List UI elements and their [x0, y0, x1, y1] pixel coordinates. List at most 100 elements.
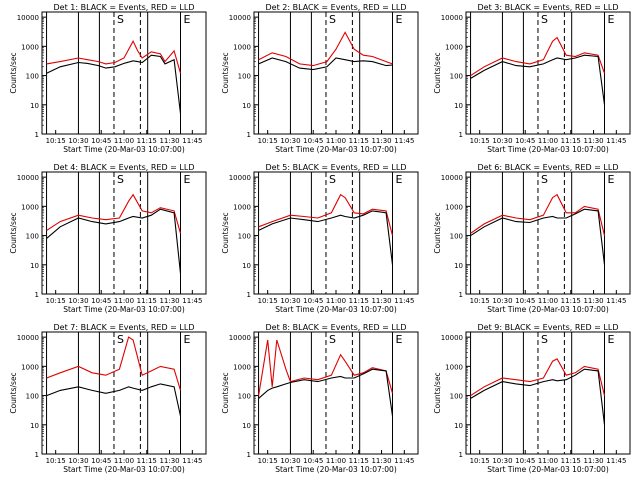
x-tick-label: 11:30: [583, 137, 603, 145]
y-tick-label: 10: [30, 422, 39, 430]
series-line-red: [470, 36, 606, 77]
interval-marker-label: E: [395, 173, 402, 186]
y-tick-label: 10: [454, 262, 463, 270]
x-tick-label: 10:15: [470, 297, 490, 305]
x-tick-label: 11:30: [583, 457, 603, 465]
y-tick-label: 100: [26, 233, 39, 241]
x-tick-label: 11:45: [394, 457, 414, 465]
y-tick-label: 10000: [441, 14, 463, 22]
x-tick-label: 11:30: [371, 297, 391, 305]
y-tick-label: 1: [459, 291, 463, 299]
chart-title: Det 8: BLACK = Events, RED = LLD: [266, 323, 407, 332]
series-line-black: [470, 208, 606, 265]
y-tick-label: 1: [247, 131, 251, 139]
chart-panel-5: Det 5: BLACK = Events, RED = LLD 1 10 100 10…: [221, 163, 419, 314]
x-axis-label: Start Time (20-Mar-03 10:07:00): [275, 465, 397, 474]
y-tick-label: 1000: [445, 43, 463, 51]
x-tick-label: 11:15: [561, 457, 581, 465]
y-tick-label: 100: [238, 233, 251, 241]
y-tick-label: 10000: [229, 334, 251, 342]
y-tick-label: 10000: [229, 174, 251, 182]
x-tick-label: 10:15: [258, 457, 278, 465]
x-axis-label: Start Time (20-Mar-03 10:07:00): [63, 305, 185, 314]
y-tick-label: 100: [26, 73, 39, 81]
x-tick-label: 11:45: [182, 297, 202, 305]
y-tick-label: 1000: [21, 363, 39, 371]
x-tick-label: 10:45: [515, 137, 535, 145]
x-tick-label: 11:00: [326, 297, 346, 305]
plot-frame: [253, 331, 419, 455]
x-tick-label: 11:45: [606, 457, 626, 465]
chart-title: Det 6: BLACK = Events, RED = LLD: [478, 163, 619, 172]
x-tick-label: 10:30: [280, 457, 300, 465]
x-tick-label: 11:00: [326, 457, 346, 465]
x-tick-label: 10:45: [91, 297, 111, 305]
series-line-black: [258, 368, 394, 417]
x-tick-label: 10:45: [515, 297, 535, 305]
y-axis-label: Counts/sec: [9, 52, 18, 93]
chart-title: Det 7: BLACK = Events, RED = LLD: [54, 323, 195, 332]
interval-marker-label: S: [541, 333, 548, 346]
y-tick-label: 10000: [17, 174, 39, 182]
x-axis-label: Start Time (20-Mar-03 10:07:00): [275, 145, 397, 154]
chart-title: Det 5: BLACK = Events, RED = LLD: [266, 163, 407, 172]
series-line-black: [470, 368, 606, 425]
x-tick-label: 11:15: [561, 137, 581, 145]
interval-marker-label: S: [329, 13, 336, 26]
x-tick-label: 10:45: [91, 457, 111, 465]
x-tick-label: 11:30: [371, 457, 391, 465]
x-tick-label: 10:45: [303, 297, 323, 305]
plot-frame: [465, 11, 631, 135]
plot-frame: [41, 11, 207, 135]
y-tick-label: 100: [450, 233, 463, 241]
interval-marker-label: S: [117, 173, 124, 186]
x-tick-label: 10:45: [303, 457, 323, 465]
x-tick-label: 11:00: [538, 297, 558, 305]
series-line-red: [258, 31, 393, 67]
chart-panel-6: Det 6: BLACK = Events, RED = LLD 1 10 100 10…: [433, 163, 631, 314]
x-tick-label: 11:45: [182, 457, 202, 465]
x-tick-label: 11:00: [114, 137, 134, 145]
y-tick-label: 1: [459, 131, 463, 139]
interval-marker-label: S: [541, 13, 548, 26]
y-tick-label: 1: [35, 291, 39, 299]
x-tick-label: 10:45: [515, 457, 535, 465]
x-tick-label: 10:30: [492, 137, 512, 145]
series-line-red: [258, 193, 394, 236]
interval-marker-label: E: [183, 13, 190, 26]
x-axis-label: Start Time (20-Mar-03 10:07:00): [487, 305, 609, 314]
x-tick-label: 10:30: [68, 297, 88, 305]
x-axis-label: Start Time (20-Mar-03 10:07:00): [63, 465, 185, 474]
x-tick-label: 11:00: [114, 457, 134, 465]
y-tick-label: 10: [454, 422, 463, 430]
y-tick-label: 100: [26, 393, 39, 401]
x-tick-label: 10:15: [46, 297, 66, 305]
x-axis-label: Start Time (20-Mar-03 10:07:00): [487, 145, 609, 154]
y-tick-label: 1000: [233, 43, 251, 51]
x-tick-label: 10:30: [280, 297, 300, 305]
x-tick-label: 11:00: [538, 457, 558, 465]
x-tick-label: 11:30: [371, 137, 391, 145]
y-axis-label: Counts/sec: [221, 212, 230, 253]
x-tick-label: 10:15: [258, 297, 278, 305]
y-axis-label: Counts/sec: [9, 372, 18, 413]
y-tick-label: 1000: [445, 363, 463, 371]
x-tick-label: 11:15: [137, 457, 157, 465]
x-axis-label: Start Time (20-Mar-03 10:07:00): [63, 145, 185, 154]
chart-panel-1: Det 1: BLACK = Events, RED = LLD 1 10 100 10…: [9, 3, 207, 154]
chart-title: Det 4: BLACK = Events, RED = LLD: [54, 163, 195, 172]
interval-marker-label: E: [607, 13, 614, 26]
y-tick-label: 10000: [441, 174, 463, 182]
y-tick-label: 100: [450, 73, 463, 81]
y-axis-label: Counts/sec: [9, 212, 18, 253]
chart-panel-4: Det 4: BLACK = Events, RED = LLD 1 10 100 10…: [9, 163, 207, 314]
y-tick-label: 1000: [21, 203, 39, 211]
x-tick-label: 11:15: [137, 297, 157, 305]
y-tick-label: 1: [459, 451, 463, 459]
chart-title: Det 9: BLACK = Events, RED = LLD: [478, 323, 619, 332]
plot-frame: [465, 171, 631, 295]
x-tick-label: 11:15: [137, 137, 157, 145]
y-axis-label: Counts/sec: [433, 212, 442, 253]
series-line-red: [470, 193, 606, 236]
